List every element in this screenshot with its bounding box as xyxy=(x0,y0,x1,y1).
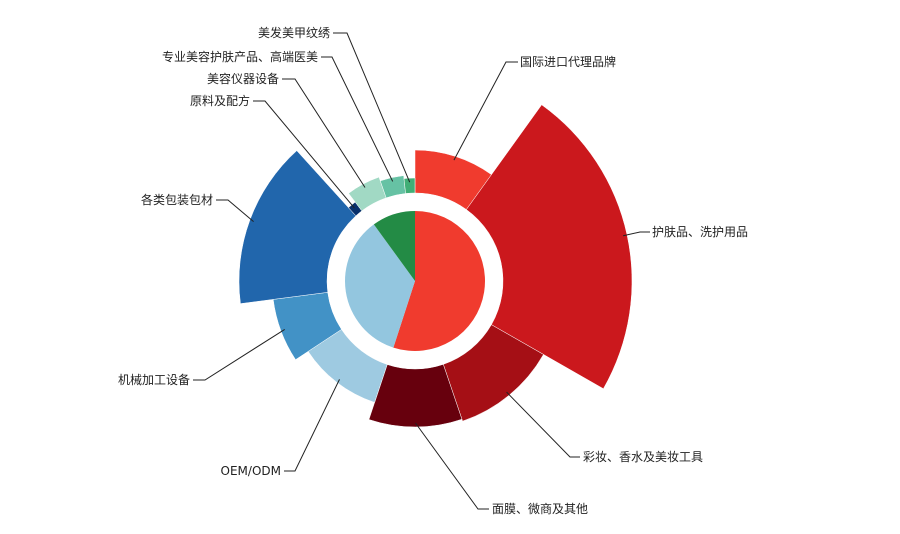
label-hufu: 护肤品、洗护用品 xyxy=(652,224,748,239)
leader-line-6 xyxy=(216,199,254,222)
leader-line-7 xyxy=(253,100,355,209)
label-meifa: 美发美甲纹绣 xyxy=(258,25,330,40)
outer-ring xyxy=(238,104,633,428)
label-guoji: 国际进口代理品牌 xyxy=(520,55,616,69)
inner-slice-2[interactable] xyxy=(373,211,415,281)
outer-segment-2[interactable] xyxy=(442,324,544,422)
inner-pie xyxy=(345,211,486,351)
leader-line-3 xyxy=(415,422,489,510)
leader-line-10 xyxy=(333,32,411,183)
leader-line-8 xyxy=(282,78,366,188)
label-baozhuang: 各类包装包材 xyxy=(141,192,213,207)
leader-lines xyxy=(193,32,650,510)
leader-line-4 xyxy=(284,379,340,472)
labels: 国际进口代理品牌 护肤品、洗护用品 彩妆、香水及美妆工具 面膜、微商及其他 OE… xyxy=(118,25,748,516)
label-yuanliao: 原料及配方 xyxy=(190,93,250,108)
label-jixie: 机械加工设备 xyxy=(118,372,190,387)
label-oem: OEM/ODM xyxy=(221,464,281,478)
outer-segment-6[interactable] xyxy=(238,150,357,304)
leader-line-0 xyxy=(453,61,518,161)
label-zhuanye: 专业美容护肤产品、高端医美 xyxy=(162,49,318,64)
label-caizhuang: 彩妆、香水及美妆工具 xyxy=(583,450,703,464)
outer-segment-10[interactable] xyxy=(403,177,416,194)
leader-line-9 xyxy=(321,56,394,182)
outer-segment-1[interactable] xyxy=(466,104,633,390)
leader-line-5 xyxy=(193,328,285,381)
label-mianmo: 面膜、微商及其他 xyxy=(492,501,588,516)
inner-slice-0[interactable] xyxy=(393,211,486,351)
outer-segment-3[interactable] xyxy=(368,364,463,428)
leader-line-2 xyxy=(506,391,580,458)
label-yiqi: 美容仪器设备 xyxy=(207,71,279,86)
leader-line-1 xyxy=(623,231,650,237)
inner-slice-1[interactable] xyxy=(345,224,415,348)
